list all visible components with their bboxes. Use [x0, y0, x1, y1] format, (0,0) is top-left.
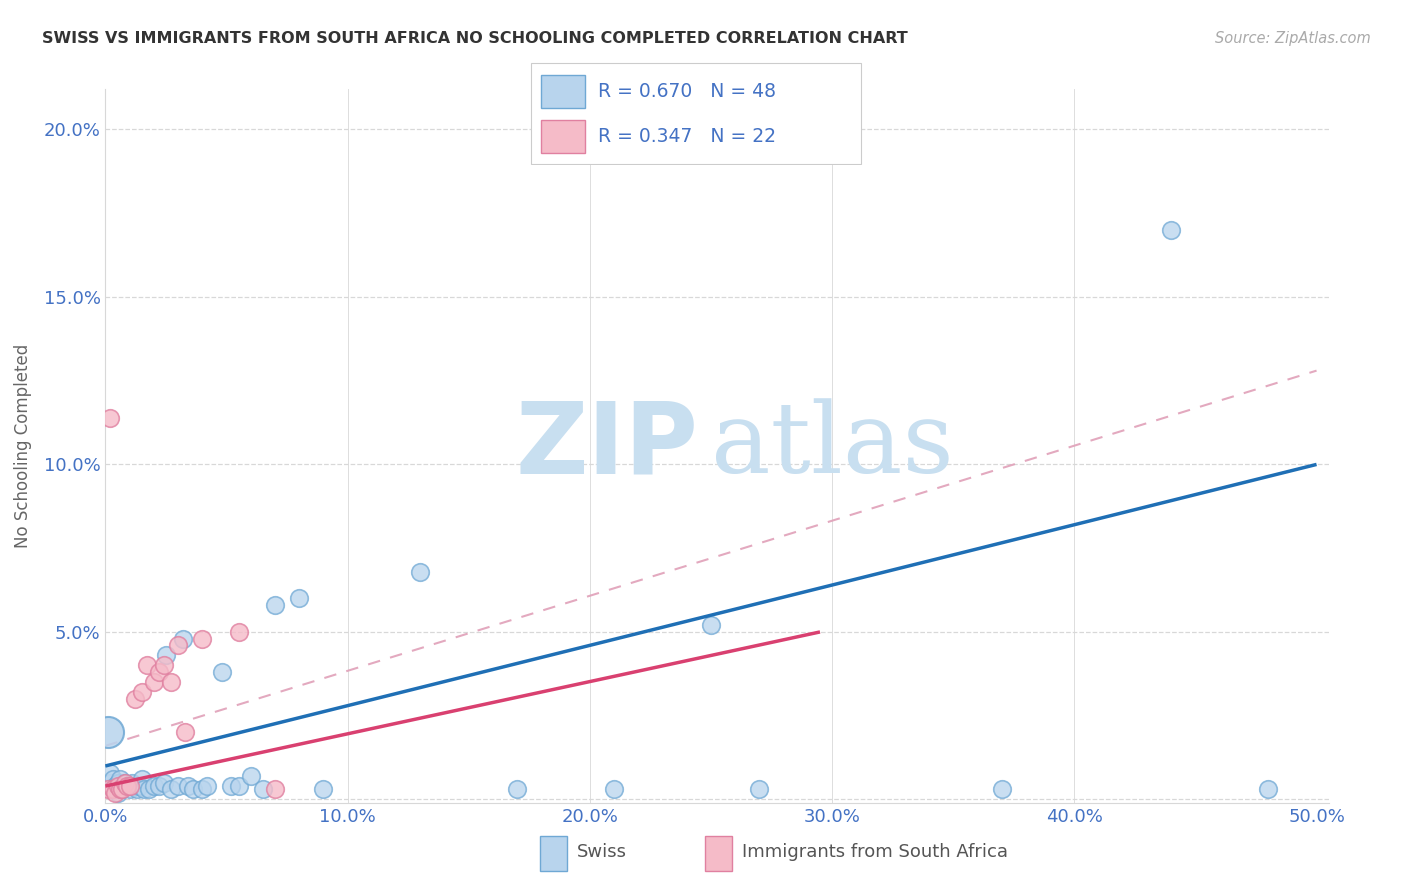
Point	[108, 772, 131, 787]
Point	[131, 685, 153, 699]
Text: atlas: atlas	[711, 398, 953, 494]
Point	[155, 648, 177, 663]
Point	[167, 779, 190, 793]
Point	[174, 725, 197, 739]
Point	[135, 658, 157, 673]
Point	[114, 775, 136, 789]
Point	[108, 779, 131, 793]
Point	[148, 779, 170, 793]
FancyBboxPatch shape	[540, 837, 567, 871]
Point	[228, 624, 250, 639]
FancyBboxPatch shape	[530, 63, 862, 164]
Point	[191, 632, 214, 646]
Point	[264, 782, 287, 797]
Point	[409, 565, 432, 579]
Point	[118, 779, 141, 793]
Point	[148, 665, 170, 680]
Point	[195, 779, 218, 793]
Point	[1257, 782, 1279, 797]
Point	[221, 779, 243, 793]
Point	[97, 725, 120, 739]
Point	[160, 782, 183, 797]
Text: R = 0.347   N = 22: R = 0.347 N = 22	[598, 127, 776, 145]
FancyBboxPatch shape	[704, 837, 731, 871]
Point	[138, 782, 160, 797]
Point	[101, 772, 124, 787]
Point	[191, 782, 214, 797]
Point	[111, 782, 134, 797]
Point	[700, 618, 723, 632]
Point	[107, 775, 129, 789]
Point	[160, 675, 183, 690]
Point	[239, 769, 262, 783]
Text: Immigrants from South Africa: Immigrants from South Africa	[741, 843, 1008, 861]
Point	[107, 786, 129, 800]
Point	[101, 782, 124, 797]
Point	[98, 410, 121, 425]
Point	[603, 782, 626, 797]
Point	[98, 775, 121, 789]
Text: ZIP: ZIP	[516, 398, 699, 494]
Point	[167, 638, 190, 652]
Point	[288, 591, 311, 606]
Point	[211, 665, 233, 680]
Point	[748, 782, 770, 797]
Point	[506, 782, 529, 797]
Point	[990, 782, 1012, 797]
Point	[172, 632, 194, 646]
Point	[117, 779, 139, 793]
Point	[97, 782, 120, 797]
Point	[104, 786, 127, 800]
Point	[142, 675, 165, 690]
FancyBboxPatch shape	[541, 75, 585, 108]
Y-axis label: No Schooling Completed: No Schooling Completed	[14, 344, 32, 548]
Point	[128, 779, 150, 793]
FancyBboxPatch shape	[541, 120, 585, 153]
Point	[264, 598, 287, 612]
Point	[108, 782, 131, 797]
Point	[118, 782, 141, 797]
Point	[107, 779, 129, 793]
Text: Swiss: Swiss	[576, 843, 627, 861]
Point	[124, 692, 146, 706]
Point	[134, 782, 156, 797]
Point	[98, 765, 121, 780]
Point	[181, 782, 204, 797]
Point	[124, 779, 146, 793]
Point	[252, 782, 274, 797]
Point	[1160, 223, 1182, 237]
Point	[312, 782, 335, 797]
Point	[101, 782, 124, 797]
Point	[152, 658, 174, 673]
Point	[152, 775, 174, 789]
Point	[131, 772, 153, 787]
Point	[114, 775, 136, 789]
Point	[121, 775, 143, 789]
Point	[117, 779, 139, 793]
Text: R = 0.670   N = 48: R = 0.670 N = 48	[598, 82, 776, 101]
Point	[142, 779, 165, 793]
Text: SWISS VS IMMIGRANTS FROM SOUTH AFRICA NO SCHOOLING COMPLETED CORRELATION CHART: SWISS VS IMMIGRANTS FROM SOUTH AFRICA NO…	[42, 31, 908, 46]
Point	[228, 779, 250, 793]
Point	[104, 779, 127, 793]
Point	[125, 782, 148, 797]
Point	[177, 779, 200, 793]
Point	[111, 782, 134, 797]
Text: Source: ZipAtlas.com: Source: ZipAtlas.com	[1215, 31, 1371, 46]
